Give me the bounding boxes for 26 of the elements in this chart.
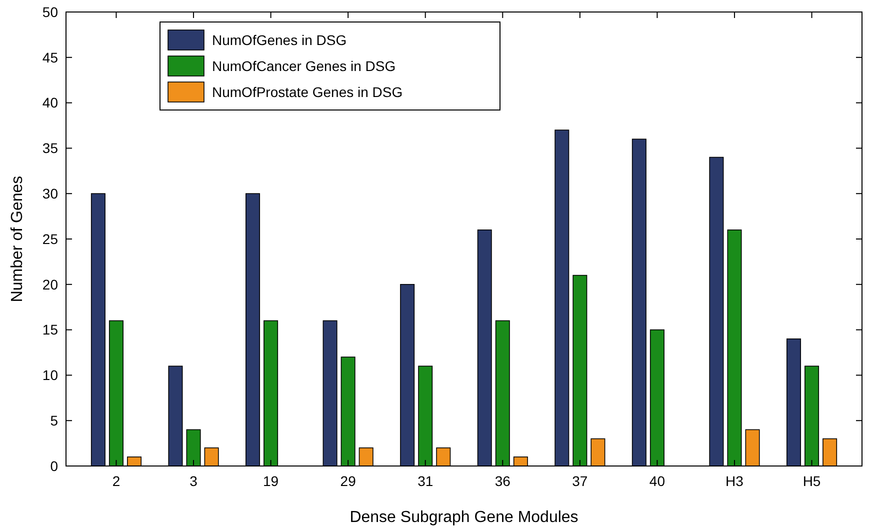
- legend-label: NumOfProstate Genes in DSG: [212, 84, 403, 100]
- y-tick-label: 25: [42, 230, 58, 247]
- x-tick-label: 36: [494, 473, 511, 489]
- legend-label: NumOfGenes in DSG: [212, 32, 347, 48]
- y-tick-label: 50: [42, 4, 58, 20]
- x-tick-label: H3: [726, 473, 744, 489]
- x-tick-label: 2: [112, 473, 120, 489]
- x-tick-label: 29: [340, 473, 356, 489]
- legend-label: NumOfCancer Genes in DSG: [212, 58, 396, 74]
- x-tick-label: 31: [418, 473, 434, 489]
- x-tick-label: H5: [802, 473, 821, 489]
- y-tick-label: 5: [50, 412, 58, 428]
- y-tick-label: 0: [50, 458, 58, 474]
- x-axis-title: Dense Subgraph Gene Modules: [350, 509, 578, 526]
- y-tick-label: 15: [42, 322, 58, 338]
- y-tick-label: 40: [42, 94, 58, 111]
- x-tick-label: 37: [572, 473, 588, 489]
- x-tick-label: 19: [263, 473, 279, 489]
- y-tick-label: 30: [42, 186, 58, 202]
- y-axis-title: Number of Genes: [9, 176, 26, 302]
- y-tick-label: 10: [42, 367, 58, 384]
- y-tick-label: 45: [42, 49, 58, 66]
- x-tick-label: 3: [190, 473, 198, 489]
- y-tick-label: 20: [42, 276, 58, 292]
- x-tick-label: 40: [649, 473, 666, 489]
- y-tick-label: 35: [42, 140, 58, 156]
